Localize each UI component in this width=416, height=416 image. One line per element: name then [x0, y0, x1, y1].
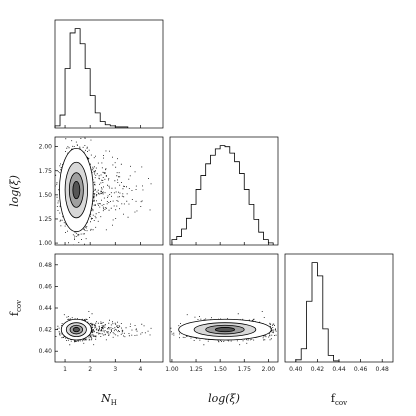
panel-frame: [284, 253, 394, 363]
x-axis-label-fcov: fcov: [331, 392, 347, 407]
hist-NH: [54, 28, 129, 128]
scatter-panel-NH-logxi: [54, 136, 164, 246]
scatter-points: [55, 311, 152, 346]
y-tick-label-fcov: 0.42: [39, 327, 53, 334]
x-tick-label-fcov: 0.46: [354, 366, 368, 373]
scatter-points: [170, 311, 278, 346]
panel-frame: [54, 136, 164, 246]
panel-frame: [54, 19, 164, 129]
x-tick-label-fcov: 0.42: [311, 366, 325, 373]
contour-level-4: [72, 180, 81, 200]
hist-panel-NH: [54, 19, 164, 129]
x-tick-label-logxi: 2.00: [262, 366, 276, 373]
hist-panel-fcov: [284, 253, 394, 363]
x-axis-label-logxi: log(ξ): [208, 392, 240, 405]
y-tick-label-fcov: 0.48: [39, 262, 53, 269]
x-tick-label-fcov: 0.44: [332, 366, 346, 373]
y-tick-label-logxi: 1.75: [39, 168, 53, 175]
y-axis-label-fcov: fcov: [8, 300, 23, 316]
y-tick-label-logxi: 1.00: [39, 240, 53, 247]
x-tick-label-NH: 3: [113, 366, 117, 373]
x-tick-label-NH: 4: [138, 366, 142, 373]
x-tick-label-logxi: 1.75: [238, 366, 252, 373]
x-tick-label-fcov: 0.48: [376, 366, 390, 373]
x-tick-label-logxi: 1.25: [189, 366, 203, 373]
y-axis-label-logxi: log(ξ): [8, 175, 21, 207]
hist-logxi: [171, 145, 274, 245]
x-tick-label-NH: 2: [88, 366, 92, 373]
y-tick-label-logxi: 1.25: [39, 216, 53, 223]
panel-frame: [54, 253, 164, 363]
x-tick-label-logxi: 1.00: [165, 366, 179, 373]
y-tick-label-fcov: 0.40: [39, 348, 53, 355]
panel-frame: [169, 253, 279, 363]
contour-level-4: [72, 327, 80, 333]
scatter-panel-logxi-fcov: [169, 253, 279, 363]
scatter-points: [55, 137, 152, 245]
y-tick-label-logxi: 2.00: [39, 144, 53, 151]
y-tick-label-fcov: 0.44: [39, 305, 53, 312]
x-tick-label-logxi: 1.50: [213, 366, 227, 373]
contour-level-4: [214, 327, 236, 333]
x-tick-label-fcov: 0.40: [289, 366, 303, 373]
y-tick-label-logxi: 1.50: [39, 192, 53, 199]
hist-panel-logxi: [169, 136, 279, 246]
scatter-panel-NH-fcov: [54, 253, 164, 363]
y-tick-label-fcov: 0.46: [39, 283, 53, 290]
x-axis-label-NH: NH: [100, 392, 117, 407]
hist-fcov: [295, 262, 340, 362]
panel-frame: [169, 136, 279, 246]
x-tick-label-NH: 1: [63, 366, 67, 373]
